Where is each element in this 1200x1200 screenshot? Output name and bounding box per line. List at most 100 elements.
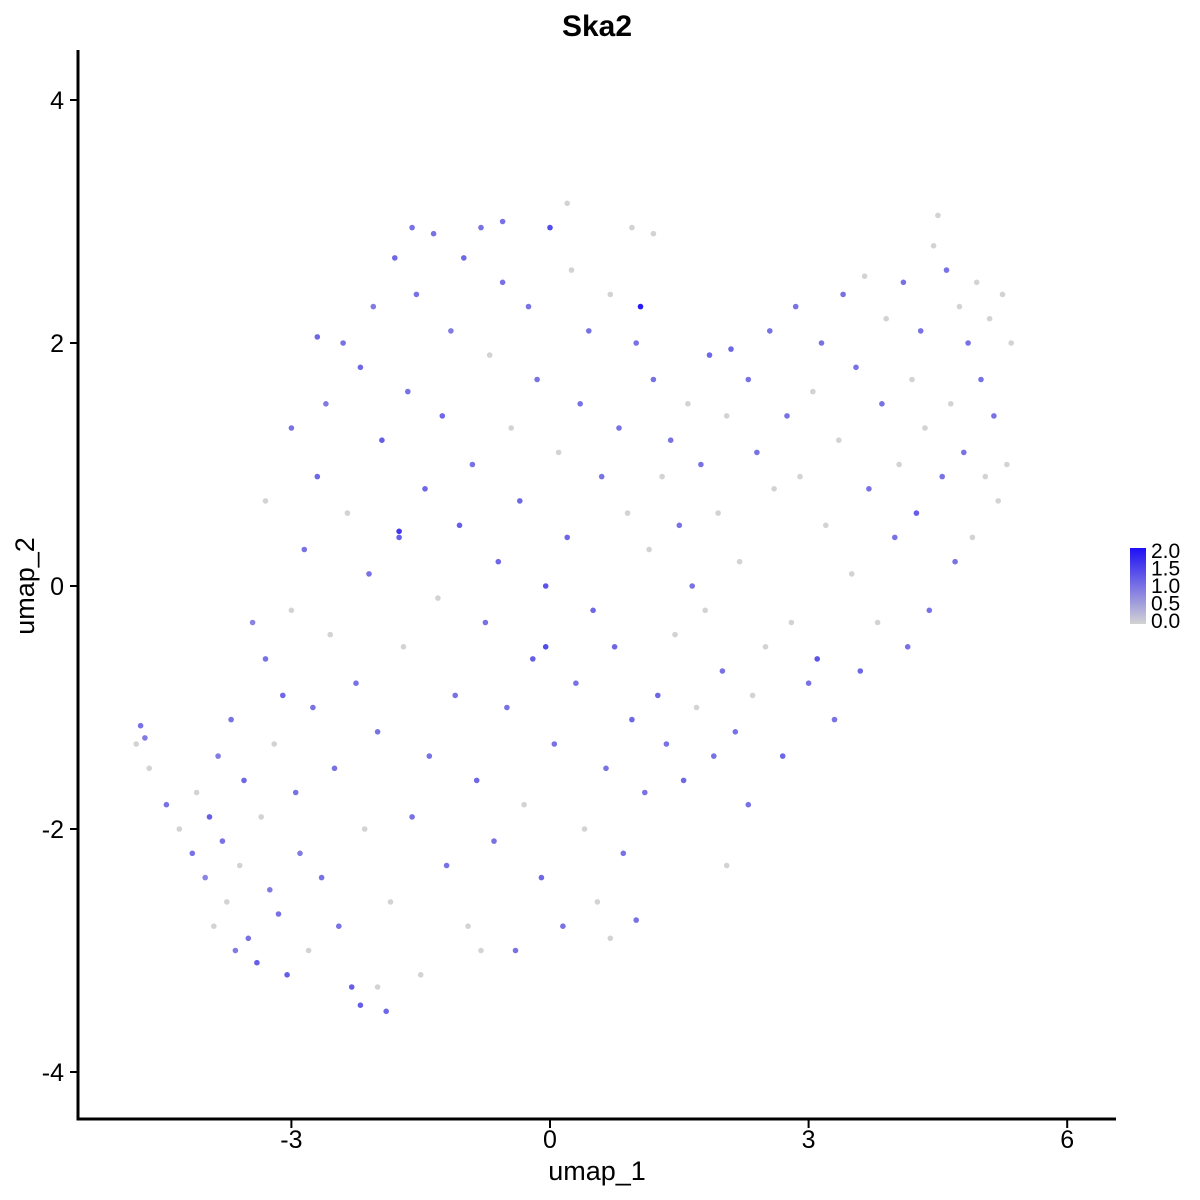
data-point [301, 546, 308, 553]
data-point [620, 850, 627, 857]
y-tick-label: -4 [42, 1059, 64, 1087]
data-point [616, 425, 622, 431]
data-point [723, 862, 730, 869]
data-point [374, 984, 381, 990]
data-point [288, 425, 295, 431]
data-point [495, 558, 502, 565]
data-point [676, 522, 683, 529]
data-point [280, 692, 286, 699]
data-point [478, 224, 484, 231]
data-point [629, 224, 635, 231]
colorbar-label: 1.0 [1151, 575, 1180, 598]
data-point [788, 619, 795, 626]
data-point [219, 838, 226, 844]
data-point [655, 692, 661, 699]
data-point [331, 765, 338, 772]
data-point [909, 376, 915, 383]
y-tick-label: 2 [50, 330, 64, 358]
data-point [142, 735, 148, 741]
data-point [568, 267, 575, 273]
data-point [646, 546, 652, 553]
data-point [771, 486, 777, 492]
data-point [728, 346, 734, 352]
data-point [978, 376, 984, 383]
data-point [353, 680, 359, 686]
data-point [892, 534, 898, 541]
data-point [831, 716, 838, 723]
data-point [999, 291, 1006, 298]
colorbar-label: 0.0 [1151, 610, 1180, 633]
y-tick-label: 4 [50, 87, 64, 115]
data-point [672, 631, 678, 638]
data-point [275, 911, 282, 917]
data-point [784, 413, 790, 419]
data-point [723, 413, 730, 419]
data-point [236, 862, 243, 869]
data-point [461, 255, 467, 261]
data-point [926, 607, 933, 614]
data-point [745, 801, 752, 808]
data-point [719, 668, 726, 674]
data-point [939, 473, 945, 480]
data-point [327, 631, 334, 638]
data-point [633, 340, 639, 346]
data-point [499, 279, 506, 286]
data-point [603, 765, 609, 772]
x-axis-ticks: -3 0 3 6 [280, 1120, 1074, 1154]
data-point [405, 388, 411, 395]
data-point [258, 814, 265, 820]
data-point [482, 619, 489, 626]
data-point [366, 571, 372, 577]
data-point [823, 522, 829, 529]
data-point [693, 704, 700, 711]
data-point [711, 753, 717, 759]
colorbar [1130, 548, 1146, 624]
data-point [370, 303, 377, 310]
y-axis-label: umap_2 [10, 537, 40, 635]
data-point [430, 230, 437, 237]
data-point [525, 303, 532, 310]
data-point [387, 899, 394, 905]
data-point [310, 704, 316, 711]
data-point [1008, 340, 1014, 346]
data-point [491, 838, 497, 844]
data-point [396, 528, 402, 535]
data-point [792, 303, 799, 310]
data-point [396, 534, 402, 541]
data-point [948, 401, 954, 407]
data-point [814, 656, 820, 662]
data-point [633, 917, 639, 923]
data-point [952, 558, 958, 565]
y-axis-ticks: -4 -2 0 2 4 [42, 87, 78, 1087]
colorbar-labels: 2.01.51.00.50.0 [1151, 540, 1180, 633]
data-point [896, 461, 902, 468]
data-point [538, 874, 545, 881]
data-point [478, 947, 484, 954]
data-point [413, 291, 420, 298]
data-point [542, 644, 549, 650]
data-point [986, 315, 993, 322]
data-point [314, 334, 321, 340]
data-point [292, 789, 299, 796]
data-point [267, 887, 273, 893]
data-point [517, 498, 523, 504]
data-point [917, 328, 924, 334]
data-point [982, 473, 989, 480]
data-point [965, 340, 971, 346]
data-point [581, 826, 588, 832]
data-point [745, 376, 752, 383]
data-point [848, 571, 855, 577]
data-point [211, 923, 217, 929]
data-point [336, 923, 342, 929]
data-point [163, 801, 170, 808]
data-point [499, 218, 506, 225]
data-point [560, 923, 566, 929]
data-point [206, 814, 213, 820]
data-point [698, 461, 704, 468]
data-point [435, 595, 441, 601]
x-tick-label: 3 [802, 1126, 816, 1154]
data-point [534, 376, 540, 383]
data-point [805, 680, 812, 686]
data-point [607, 291, 614, 298]
data-point [663, 741, 670, 747]
